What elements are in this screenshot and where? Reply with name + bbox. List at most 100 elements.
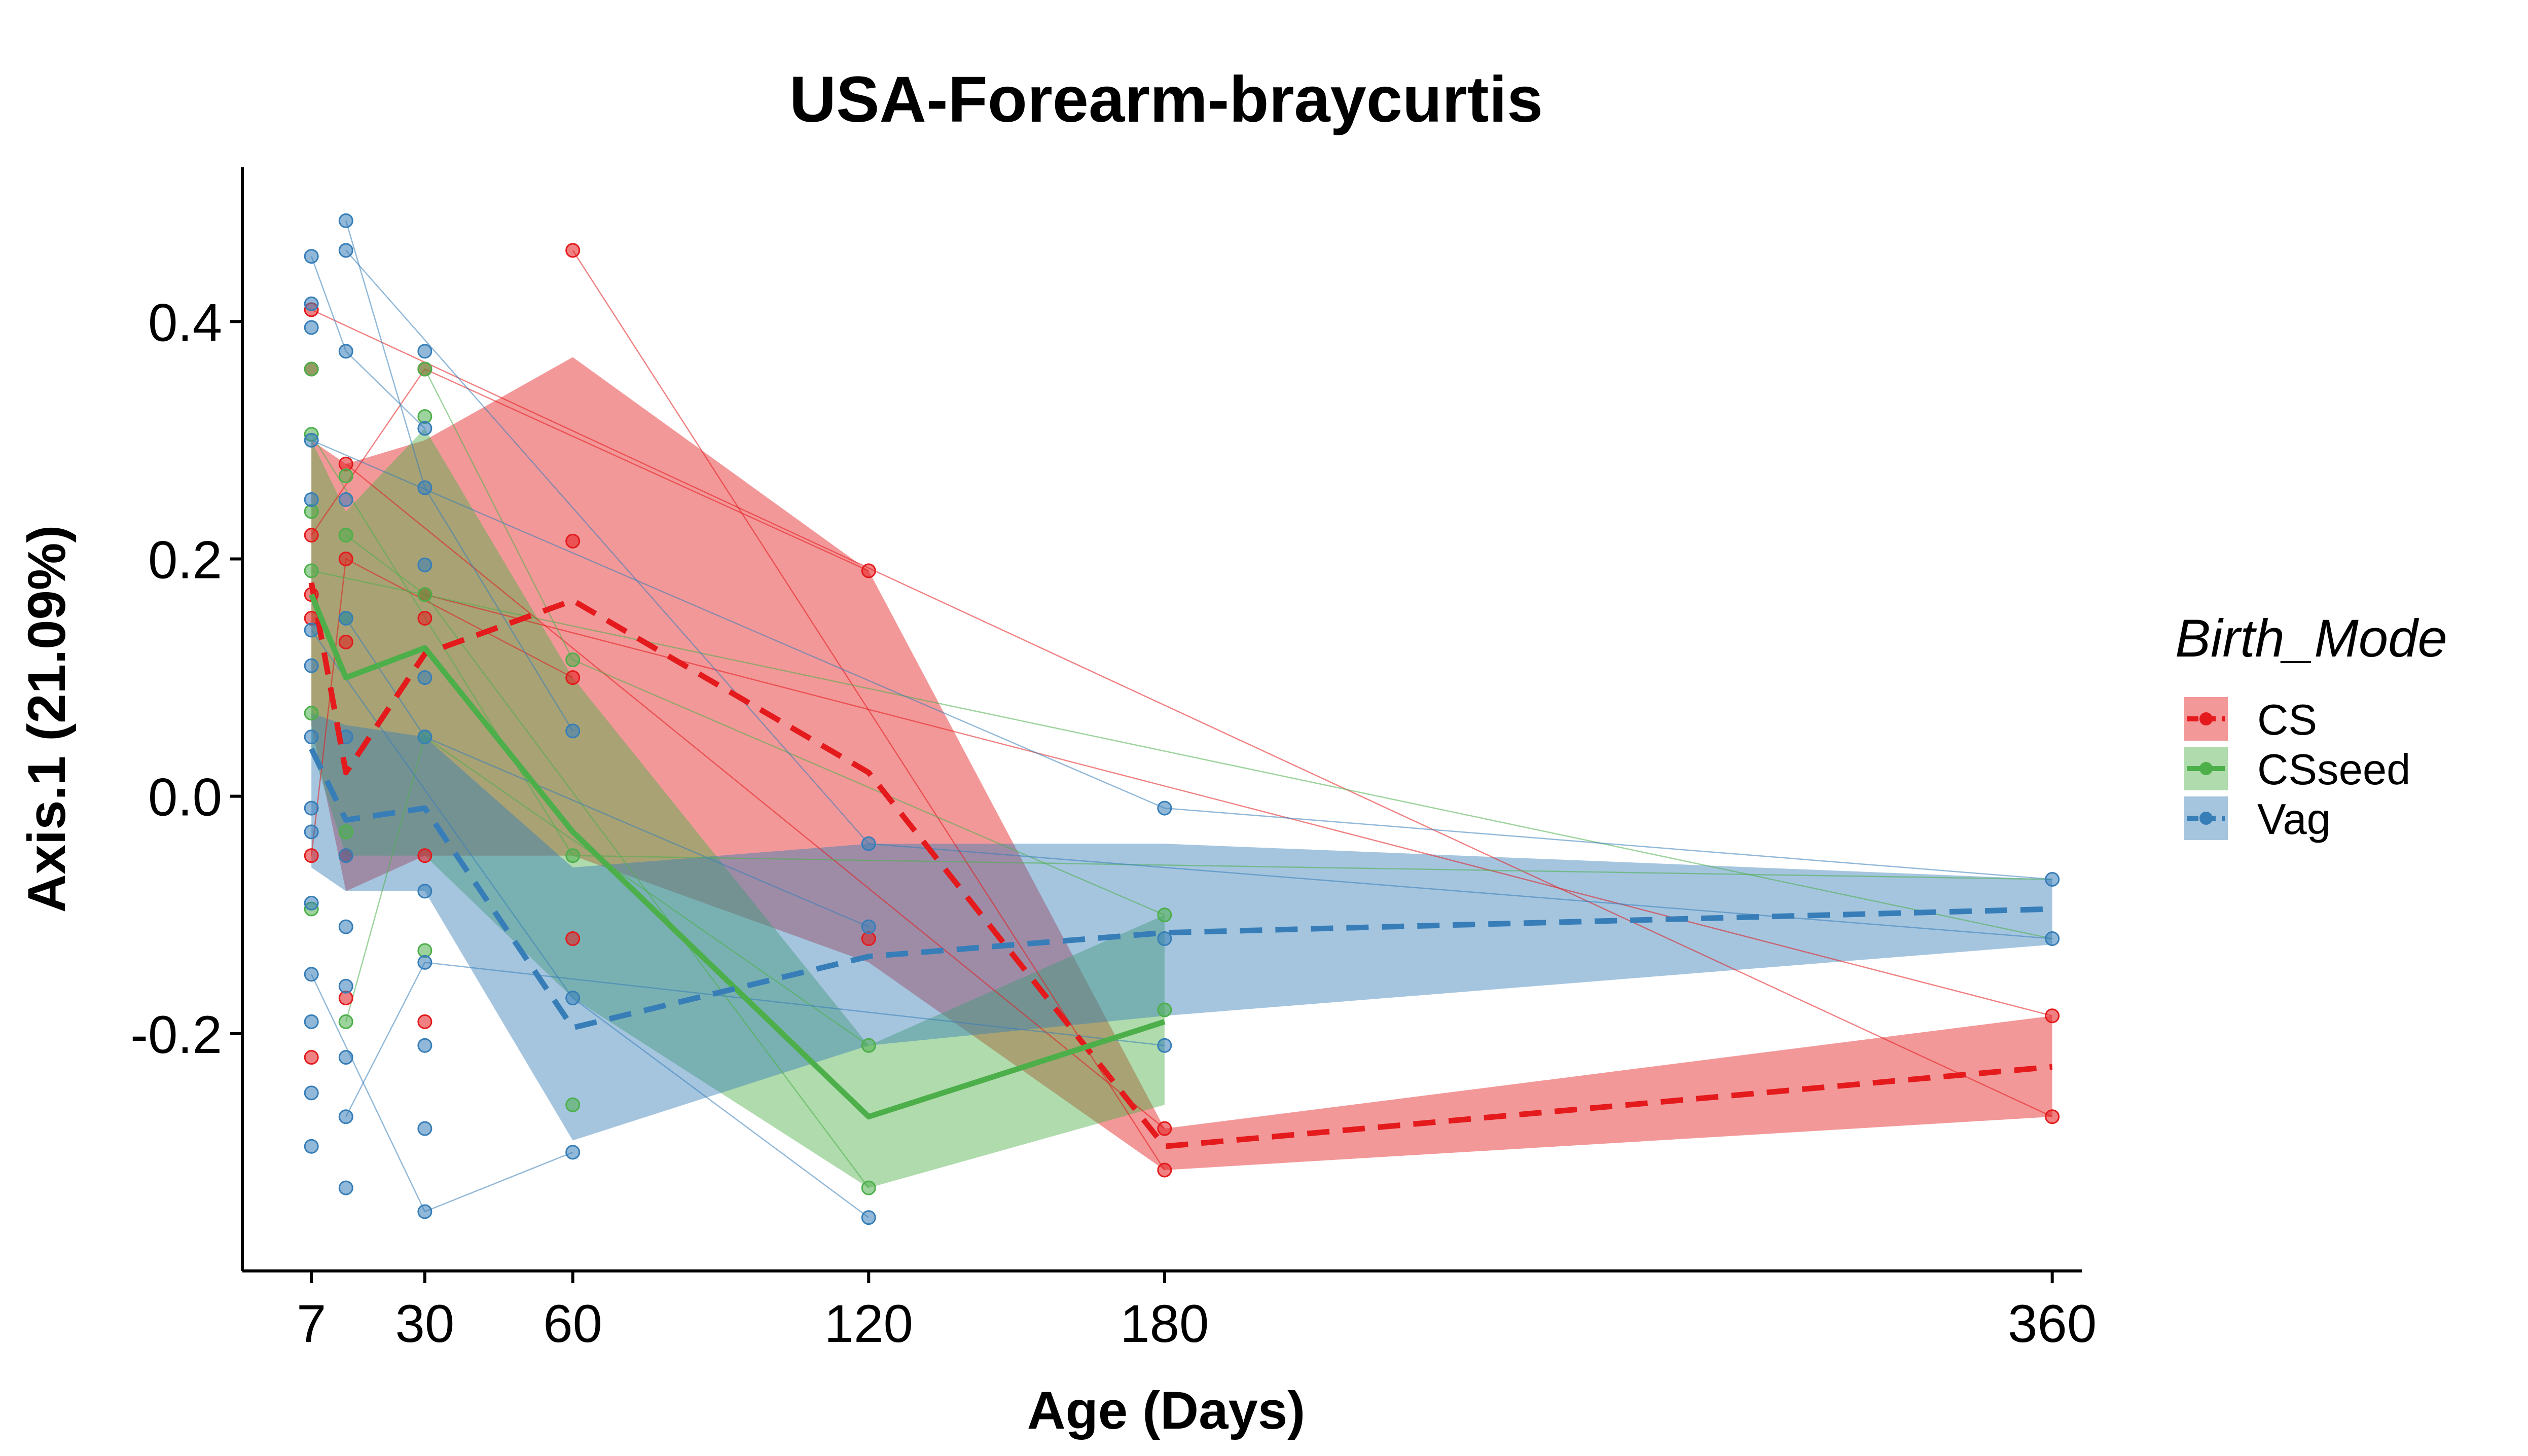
point-cs-20: [565, 670, 581, 685]
point-vag-38: [417, 1204, 432, 1219]
point-vag-40: [565, 991, 581, 1006]
point-layer: [304, 213, 2060, 1225]
subject-link-5: [424, 594, 2052, 1016]
x-tick-label: 60: [543, 1294, 602, 1354]
point-vag-11: [304, 895, 319, 911]
point-cs-22: [861, 563, 876, 578]
point-cs-7: [304, 1050, 319, 1065]
point-vag-2: [304, 296, 319, 311]
point-vag-26: [338, 1109, 353, 1124]
point-csseed-4: [304, 563, 319, 578]
point-csseed-17: [565, 652, 581, 667]
subject-link-10: [311, 570, 2052, 939]
point-vag-41: [565, 1145, 581, 1160]
point-vag-4: [304, 432, 319, 448]
y-tick-label: -0.2: [130, 1005, 222, 1065]
point-vag-17: [338, 243, 353, 258]
point-vag-8: [304, 730, 319, 745]
point-csseed-7: [338, 468, 353, 484]
point-vag-7: [304, 658, 319, 673]
x-axis-title: Age (Days): [1027, 1381, 1305, 1440]
point-vag-48: [2045, 872, 2060, 887]
point-csseed-10: [338, 824, 353, 840]
point-cs-10: [338, 634, 353, 649]
point-vag-34: [417, 884, 432, 899]
point-csseed-21: [861, 1180, 876, 1195]
point-vag-9: [304, 800, 319, 816]
point-cs-15: [417, 611, 432, 626]
point-csseed-18: [565, 848, 581, 863]
point-cs-18: [565, 243, 581, 258]
x-tick-label: 120: [824, 1294, 913, 1354]
point-vag-37: [417, 1121, 432, 1136]
point-csseed-5: [304, 706, 319, 721]
point-csseed-23: [1157, 1002, 1172, 1017]
point-vag-13: [304, 1014, 319, 1029]
point-cs-25: [1157, 1162, 1172, 1178]
point-vag-20: [338, 611, 353, 626]
mean-line-vag: [309, 747, 2052, 1031]
x-tick-label: 30: [395, 1294, 454, 1354]
point-csseed-12: [417, 361, 432, 377]
point-vag-14: [304, 1085, 319, 1101]
point-vag-6: [304, 623, 319, 638]
ribbon-cs: [311, 357, 2052, 1171]
point-vag-29: [417, 421, 432, 436]
ribbon-vag: [311, 713, 2052, 1141]
mean-line-layer: [308, 582, 2053, 1149]
point-vag-15: [304, 1139, 319, 1154]
subject-link-3: [572, 250, 1165, 1171]
point-vag-19: [338, 492, 353, 507]
point-csseed-1: [304, 361, 319, 377]
x-tick-label: 180: [1120, 1294, 1209, 1354]
point-cs-26: [2045, 1008, 2060, 1024]
mean-line-csseed: [309, 593, 1166, 1120]
point-vag-23: [338, 919, 353, 934]
point-cs-27: [2045, 1109, 2060, 1124]
subject-link-1: [311, 309, 2053, 1117]
point-cs-19: [565, 533, 581, 549]
point-cs-16: [417, 848, 432, 863]
subject-link-13: [310, 256, 425, 429]
y-tick-label: 0.2: [148, 530, 222, 590]
point-vag-47: [1157, 1038, 1172, 1053]
plot-area: [304, 213, 2060, 1225]
subject-link-2: [345, 463, 1165, 1130]
point-vag-42: [861, 836, 876, 851]
point-cs-17: [417, 1014, 432, 1029]
point-vag-30: [417, 480, 432, 495]
point-vag-3: [304, 320, 319, 335]
point-vag-35: [417, 955, 432, 970]
x-tick-label: 360: [2008, 1294, 2097, 1354]
legend-point-vag: [2199, 812, 2213, 825]
point-cs-24: [1157, 1121, 1172, 1136]
point-vag-49: [2045, 931, 2060, 947]
point-vag-45: [1157, 800, 1172, 816]
point-vag-25: [338, 1050, 353, 1065]
legend-label-vag: Vag: [2257, 795, 2331, 844]
point-vag-31: [417, 557, 432, 572]
ribbon-layer: [311, 357, 2052, 1188]
point-csseed-14: [417, 587, 432, 602]
point-vag-36: [417, 1038, 432, 1053]
point-vag-16: [338, 213, 353, 228]
legend-title: Birth_Mode: [2175, 609, 2447, 668]
point-vag-28: [417, 344, 432, 359]
point-cs-6: [304, 848, 319, 863]
x-axis-ticks: 7 30 60 120 180 360: [297, 1271, 2097, 1354]
point-vag-1: [304, 249, 319, 264]
point-vag-39: [565, 723, 581, 739]
point-vag-18: [338, 344, 353, 359]
point-vag-10: [304, 824, 319, 840]
legend-point-csseed: [2199, 762, 2213, 775]
point-csseed-20: [861, 1038, 876, 1053]
legend-point-cs: [2199, 712, 2213, 725]
point-vag-32: [417, 670, 432, 685]
y-axis-title: Axis.1 (21.09%): [17, 525, 77, 913]
point-csseed-22: [1157, 907, 1172, 923]
point-vag-5: [304, 492, 319, 507]
point-vag-33: [417, 730, 432, 745]
point-vag-43: [861, 919, 876, 934]
legend-label-csseed: CSseed: [2257, 746, 2410, 794]
